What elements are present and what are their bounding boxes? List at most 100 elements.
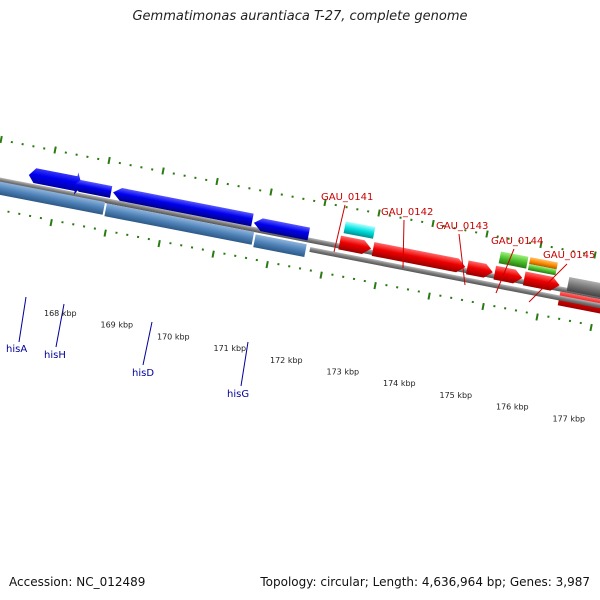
outer-minor-tick	[518, 239, 521, 242]
kbp-label: 174 kbp	[383, 379, 416, 388]
orange-gene	[529, 257, 558, 270]
outer-major-tick	[53, 146, 57, 154]
downstream-grey-gene	[566, 276, 600, 306]
inner-minor-tick	[244, 256, 248, 260]
inner-minor-tick	[190, 246, 194, 249]
inner-major-tick	[265, 260, 269, 269]
inner-minor-tick	[234, 254, 237, 258]
inner-minor-tick	[460, 298, 464, 302]
inner-minor-tick	[147, 237, 151, 241]
GAU_0142-leader-line	[402, 219, 405, 269]
inner-minor-tick	[471, 300, 474, 304]
rna-gene	[343, 221, 376, 239]
GAU_0144-gene	[493, 265, 523, 284]
inner-minor-tick	[255, 258, 259, 262]
outer-minor-tick	[356, 208, 359, 211]
outer-minor-tick	[172, 172, 175, 175]
inner-minor-tick	[39, 216, 43, 220]
inner-minor-tick	[525, 311, 528, 314]
reverse-gene-labels: hisA hisH hisD hisG	[6, 296, 249, 400]
inner-minor-tick	[115, 231, 118, 234]
outer-major-tick	[0, 135, 3, 144]
outer-minor-tick	[496, 235, 499, 238]
kbp-label: 176 kbp	[496, 403, 529, 412]
outer-minor-tick	[291, 195, 294, 198]
hisD-gene-segment	[113, 187, 254, 227]
outer-minor-tick	[194, 176, 197, 179]
steel-gene-block-2	[104, 203, 255, 245]
inner-minor-tick	[342, 275, 345, 278]
inner-minor-tick	[363, 279, 366, 283]
outer-minor-tick	[205, 178, 208, 182]
inner-minor-tick	[277, 263, 280, 266]
outer-minor-tick	[259, 189, 262, 192]
outer-minor-tick	[97, 157, 100, 161]
GAU_0143-gene	[465, 260, 493, 278]
outer-minor-tick	[302, 197, 305, 200]
inner-minor-tick	[493, 305, 496, 308]
kbp-label: 168 kbp	[44, 309, 77, 318]
outer-minor-tick	[582, 252, 586, 255]
inner-minor-tick	[180, 244, 183, 247]
outer-minor-tick	[280, 193, 283, 196]
inner-minor-tick	[439, 294, 442, 297]
inner-minor-tick	[547, 315, 550, 318]
outer-major-tick	[269, 188, 273, 196]
outer-minor-tick	[474, 231, 478, 234]
downstream-red-gene	[557, 291, 600, 322]
outer-minor-tick	[10, 140, 14, 144]
outer-major-tick	[377, 209, 381, 217]
GAU_0142-gene	[371, 242, 466, 273]
gene-label-GAU_0144: GAU_0144	[491, 236, 543, 247]
outer-tick-ruler	[0, 135, 597, 259]
inner-minor-tick	[126, 233, 129, 237]
inner-minor-tick	[385, 284, 388, 287]
outer-minor-tick	[64, 151, 67, 154]
GAU_0141-leader-line	[333, 204, 346, 253]
forward-gene-labels: GAU_0141 GAU_0142 GAU_0143 GAU_0144 GAU_…	[321, 192, 595, 303]
inner-minor-tick	[82, 225, 86, 228]
GAU_0145-leader-line	[528, 263, 568, 303]
GAU_0145-gene	[522, 271, 560, 291]
inner-minor-tick	[568, 319, 572, 323]
outer-minor-tick	[151, 168, 154, 171]
outer-minor-tick	[237, 185, 240, 188]
outer-minor-tick	[572, 250, 575, 253]
kbp-label: 175 kbp	[440, 391, 473, 400]
inner-minor-tick	[201, 248, 205, 251]
inner-major-tick	[211, 250, 215, 258]
GAU_0143-leader-line	[458, 233, 466, 286]
outer-minor-tick	[410, 218, 413, 221]
outer-minor-tick	[313, 199, 316, 203]
inner-minor-tick	[288, 265, 291, 268]
green-gene	[498, 251, 529, 269]
outer-minor-tick	[528, 241, 532, 245]
outer-minor-tick	[345, 206, 348, 209]
inner-minor-tick	[450, 296, 453, 299]
kbp-label: 169 kbp	[101, 321, 134, 330]
inner-minor-tick	[61, 221, 64, 224]
inner-minor-tick	[417, 290, 420, 293]
inner-minor-tick	[72, 223, 75, 226]
inner-major-tick	[103, 229, 107, 237]
outer-major-tick	[539, 240, 543, 249]
inner-major-tick	[427, 292, 431, 300]
steel-gene-block-3	[253, 234, 307, 258]
GAU_0141-gene	[338, 235, 372, 254]
kbp-label: 170 kbp	[157, 332, 190, 341]
kbp-label: 173 kbp	[327, 368, 360, 377]
inner-minor-tick	[396, 286, 399, 289]
outer-major-tick	[593, 251, 597, 259]
map-title: Gemmatimonas aurantiaca T-27, complete g…	[132, 9, 468, 24]
inner-minor-tick	[352, 277, 356, 281]
inner-major-tick	[157, 239, 161, 248]
outer-major-tick	[485, 230, 489, 238]
hisH-gene-segment	[73, 179, 113, 198]
gene-label-GAU_0145: GAU_0145	[543, 250, 595, 261]
hisD-leader-line	[142, 321, 153, 366]
kbp-tick-labels: 168 kbp 169 kbp 170 kbp 171 kbp 172 kbp 173 k…	[44, 309, 585, 423]
outer-minor-tick	[129, 164, 132, 167]
genome-backbone-lower	[309, 246, 600, 329]
inner-minor-tick	[406, 288, 410, 291]
outer-minor-tick	[75, 153, 78, 156]
